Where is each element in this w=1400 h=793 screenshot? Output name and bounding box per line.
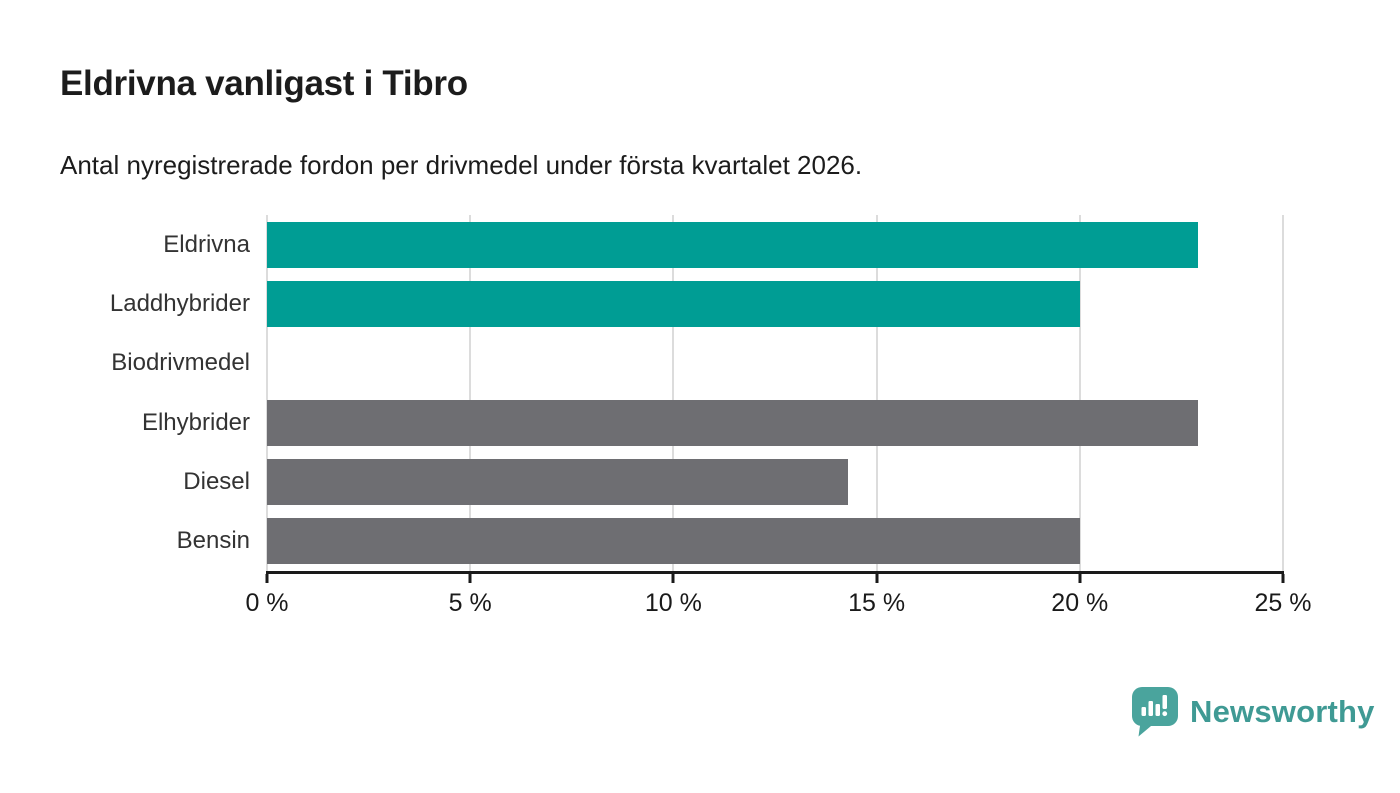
x-tick-0 bbox=[265, 574, 269, 583]
bar-row-diesel: Diesel bbox=[183, 452, 1283, 511]
x-tick-5 bbox=[468, 574, 472, 583]
gridline-25 bbox=[1282, 215, 1284, 571]
gridline-20 bbox=[1078, 215, 1081, 571]
x-tick-label-0: 0 % bbox=[245, 589, 289, 617]
bar-eldrivna bbox=[267, 221, 1198, 268]
newsworthy-logo-icon bbox=[1132, 687, 1178, 737]
x-tick-label-20: 20 % bbox=[1051, 589, 1109, 617]
x-axis-line bbox=[266, 571, 1284, 574]
x-tick-20 bbox=[1078, 574, 1082, 583]
x-tick-15 bbox=[875, 574, 879, 583]
gridline-0 bbox=[266, 215, 268, 571]
bar-row-bensin: Bensin bbox=[177, 512, 1283, 571]
bar-elhybrider bbox=[267, 399, 1198, 446]
category-label-diesel: Diesel bbox=[183, 467, 250, 495]
bar-row-elhybrider: Elhybrider bbox=[142, 393, 1283, 452]
bar-chart-glyph bbox=[1141, 695, 1168, 717]
page-title: Eldrivna vanligast i Tibro bbox=[60, 64, 468, 103]
category-label-biodrivmedel: Biodrivmedel bbox=[111, 349, 250, 377]
category-label-elhybrider: Elhybrider bbox=[141, 408, 250, 436]
x-tick-label-15: 15 % bbox=[848, 589, 906, 617]
x-tick-label-25: 25 % bbox=[1254, 589, 1312, 617]
x-tick-25 bbox=[1281, 574, 1285, 583]
x-tick-label-5: 5 % bbox=[448, 589, 492, 617]
x-tick-10 bbox=[671, 574, 675, 583]
category-label-laddhybrider: Laddhybrider bbox=[109, 289, 250, 317]
bar-bensin bbox=[267, 518, 1080, 565]
gridline-10 bbox=[672, 215, 675, 571]
brand-name: Newsworthy bbox=[1190, 693, 1375, 729]
category-label-bensin: Bensin bbox=[176, 527, 250, 555]
gridline-5 bbox=[469, 215, 472, 571]
chart-subtitle: Antal nyregistrerade fordon per drivmede… bbox=[60, 150, 863, 180]
plot-area: Eldrivna Laddhybrider Biodrivmedel Elhybrid… bbox=[110, 215, 1311, 617]
bar-row-biodrivmedel: Biodrivmedel bbox=[111, 334, 1283, 393]
newsworthy-logo: Newsworthy bbox=[1131, 686, 1375, 737]
bar-diesel bbox=[267, 458, 849, 505]
category-label-eldrivna: Eldrivna bbox=[163, 230, 250, 258]
bar-laddhybrider bbox=[267, 280, 1080, 327]
bar-row-eldrivna: Eldrivna bbox=[163, 215, 1283, 274]
gridline-15 bbox=[875, 215, 878, 571]
bar-row-laddhybrider: Laddhybrider bbox=[110, 274, 1283, 333]
x-tick-label-10: 10 % bbox=[644, 589, 702, 617]
bar-rows: Eldrivna Laddhybrider Biodrivmedel Elhybrid… bbox=[110, 215, 1283, 571]
